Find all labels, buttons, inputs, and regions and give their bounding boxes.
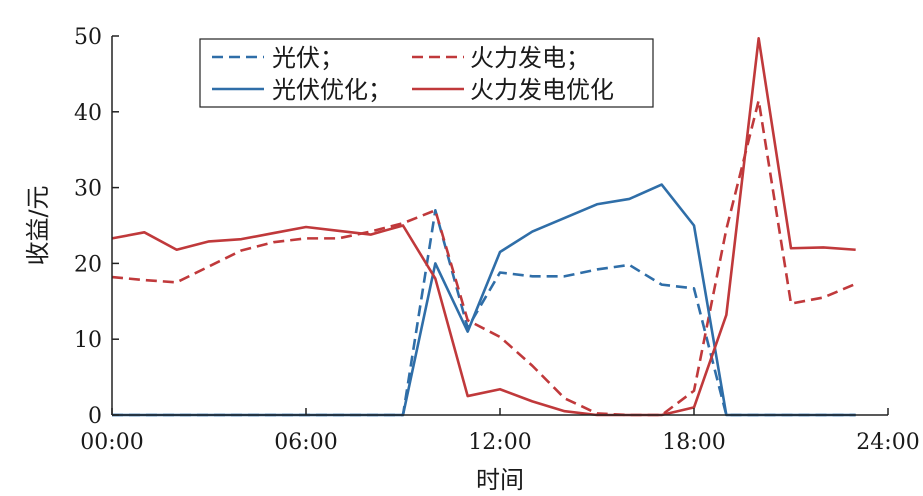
y-tick-label: 20	[74, 252, 102, 277]
y-axis-label: 收益/元	[24, 185, 52, 265]
y-tick-label: 40	[74, 101, 102, 126]
axes-layer: 00:00 06:00 12:00 18:00 24:00 0 10 20 30 40 50 时间 收益…	[24, 25, 920, 494]
series-line-1	[111, 99, 857, 417]
legend-label-3: 火力发电优化	[470, 76, 614, 104]
x-tick-label: 24:00	[856, 430, 919, 455]
legend-box	[199, 38, 654, 108]
x-axis-label: 时间	[476, 466, 524, 494]
y-tick-label: 50	[74, 25, 102, 50]
series-line-3	[111, 36, 856, 417]
x-tick-label: 06:00	[274, 430, 337, 455]
x-tick-label: 18:00	[662, 430, 725, 455]
y-tick-label: 0	[88, 404, 102, 429]
y-tick-label: 30	[74, 177, 102, 202]
legend-label-1: 火力发电；	[470, 44, 590, 72]
x-tick-label: 00:00	[80, 430, 143, 455]
y-tick-label: 10	[74, 328, 102, 353]
legend: 光伏； 火力发电； 光伏优化； 火力发电优化	[199, 38, 654, 108]
legend-label-0: 光伏；	[272, 44, 344, 72]
legend-label-2: 光伏优化；	[272, 76, 392, 104]
x-tick-label: 12:00	[468, 430, 531, 455]
